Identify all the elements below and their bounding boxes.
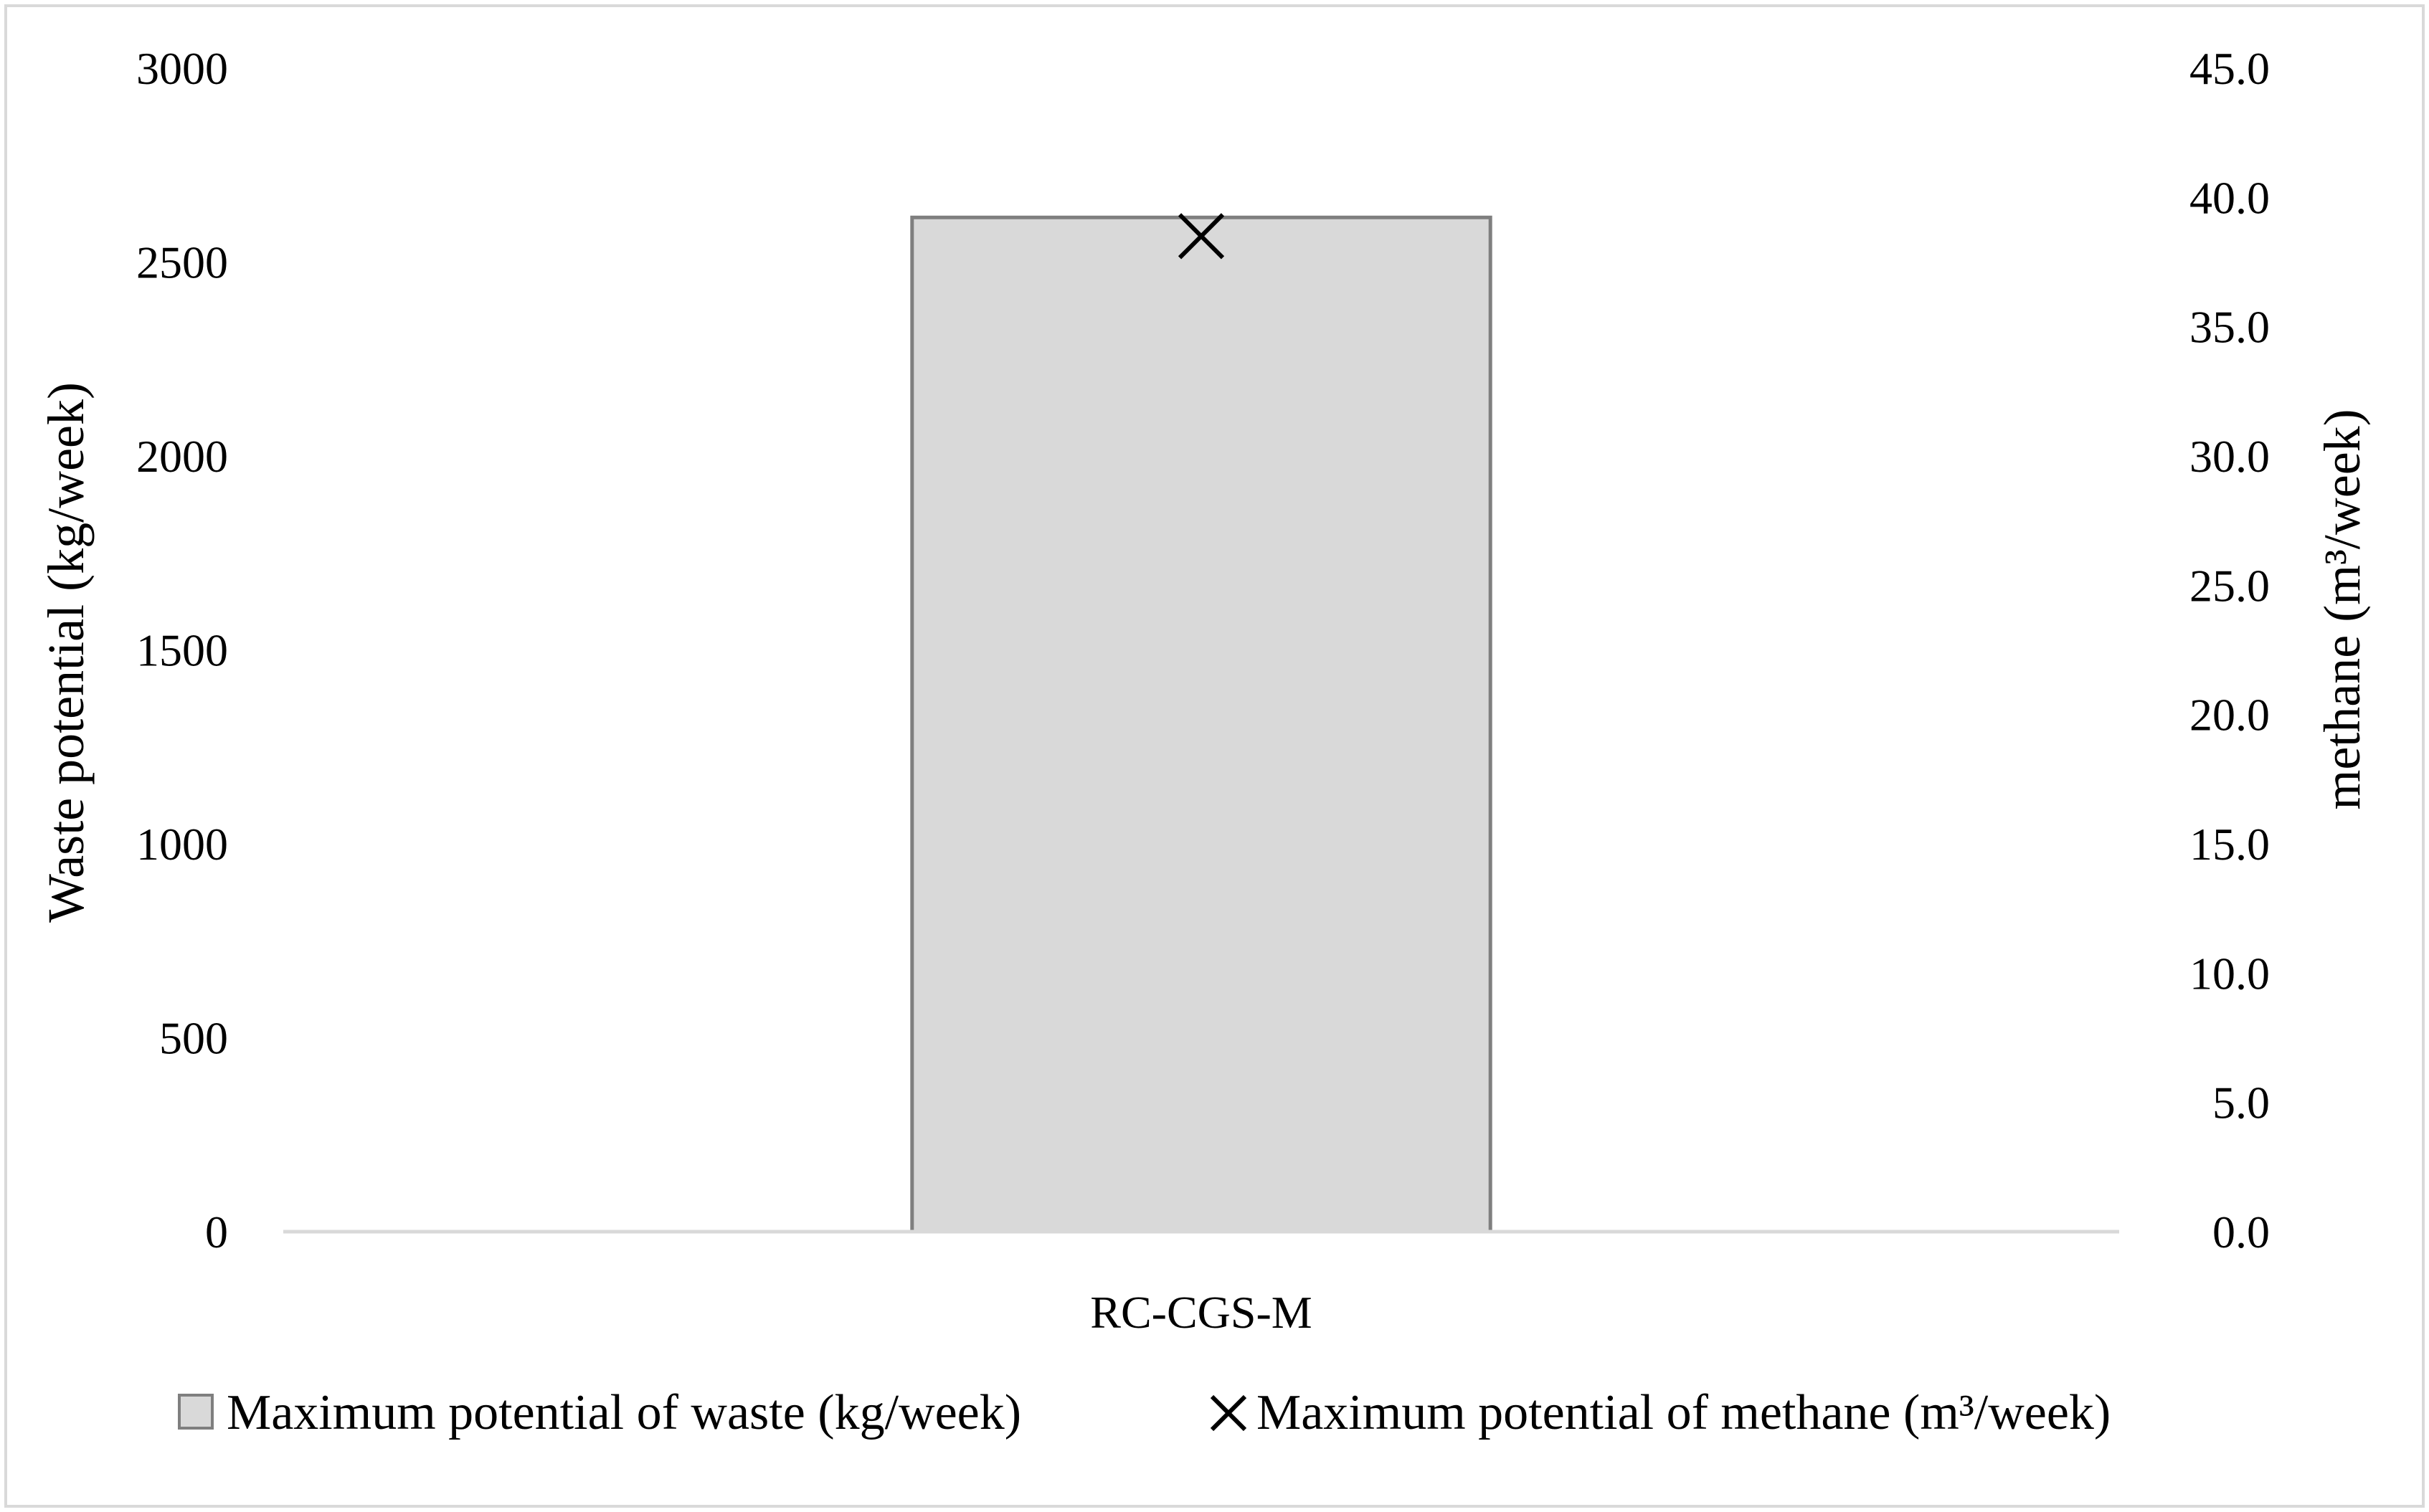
left-tick-label: 2500 <box>136 237 228 288</box>
x-axis-labels: RC-CGS-M <box>1090 1287 1312 1338</box>
right-tick-label: 5.0 <box>2212 1078 2270 1128</box>
left-tick-label: 1000 <box>136 819 228 870</box>
legend-label-waste: Maximum potential of waste (kg/week) <box>227 1385 1021 1440</box>
legend-swatch-waste <box>178 1394 214 1430</box>
legend-marker-methane <box>1210 1394 1247 1432</box>
right-tick-label: 45.0 <box>2189 43 2270 94</box>
right-axis-title: methane (m³/week) <box>2314 409 2371 809</box>
right-tick-label: 30.0 <box>2189 431 2270 482</box>
bar-waste <box>910 215 1492 1234</box>
right-tick-label: 10.0 <box>2189 948 2270 999</box>
plot-area <box>910 213 1492 1234</box>
left-tick-label: 2000 <box>136 431 228 482</box>
left-axis-title: Waste potential (kg/week) <box>37 382 95 923</box>
right-tick-label: 25.0 <box>2189 560 2270 611</box>
left-tick-label: 0 <box>205 1207 228 1257</box>
legend: Maximum potential of waste (kg/week) Max… <box>178 1385 2111 1440</box>
left-axis-ticks: 0 500 1000 1500 2000 2500 3000 <box>136 43 228 1257</box>
x-tick-label: RC-CGS-M <box>1090 1287 1312 1338</box>
marker-methane <box>1178 213 1225 260</box>
right-axis-ticks: 0.0 5.0 10.0 15.0 20.0 25.0 30.0 35.0 40.0 45.0 <box>2189 43 2270 1257</box>
right-tick-label: 40.0 <box>2189 172 2270 223</box>
right-tick-label: 35.0 <box>2189 302 2270 353</box>
left-tick-label: 500 <box>159 1013 228 1064</box>
left-tick-label: 1500 <box>136 625 228 676</box>
right-tick-label: 20.0 <box>2189 690 2270 741</box>
left-tick-label: 3000 <box>136 43 228 94</box>
legend-label-methane: Maximum potential of methane (m³/week) <box>1256 1385 2111 1440</box>
right-tick-label: 15.0 <box>2189 819 2270 870</box>
right-tick-label: 0.0 <box>2212 1207 2270 1257</box>
